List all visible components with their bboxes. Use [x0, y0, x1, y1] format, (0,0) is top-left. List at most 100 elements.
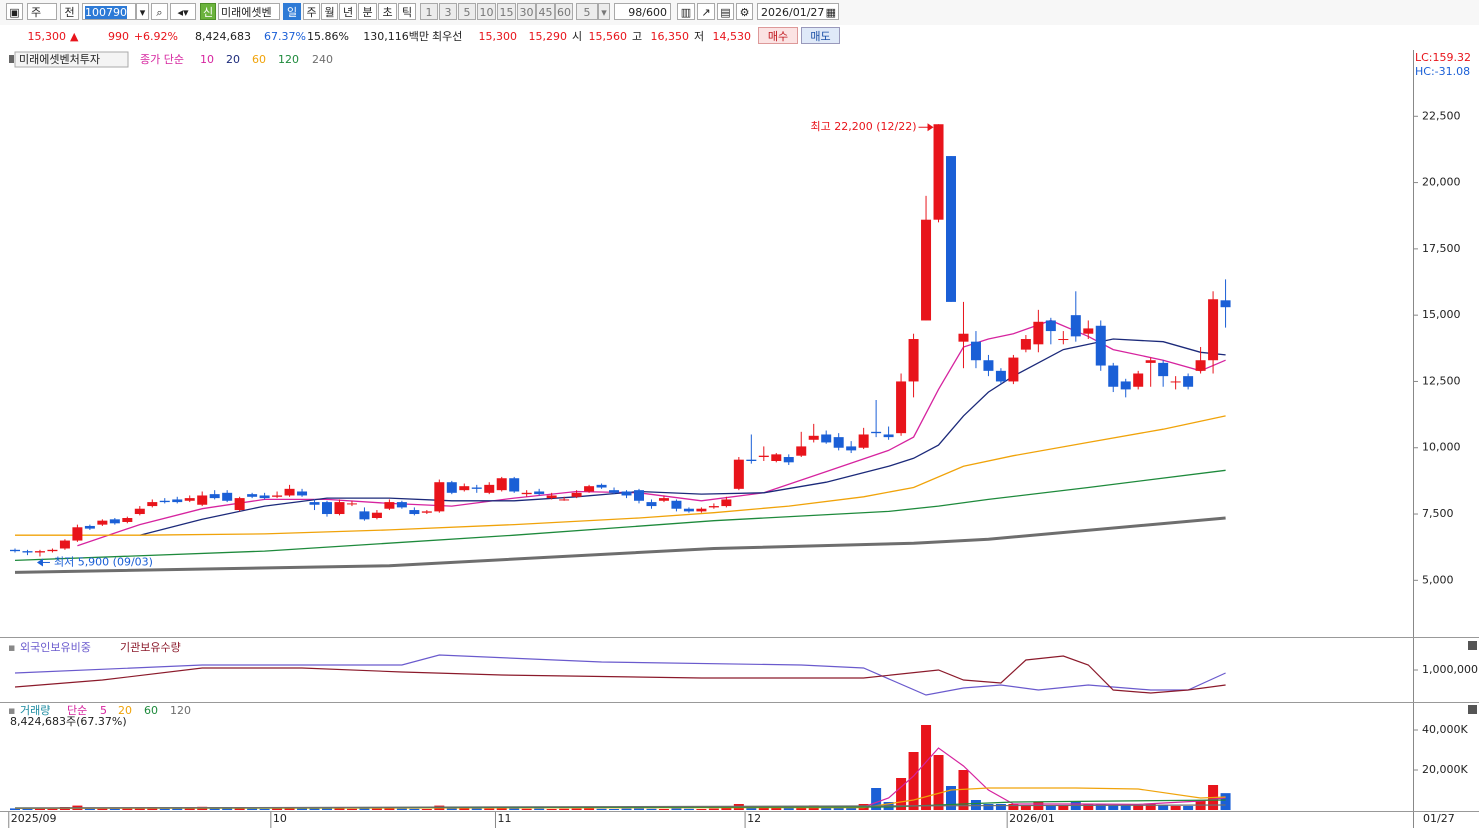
candle-body — [1133, 373, 1144, 387]
candle-body — [559, 499, 570, 501]
period-button[interactable]: 월 — [321, 3, 338, 20]
volume-ratio: 67.37% — [264, 30, 306, 43]
candle-body — [484, 484, 495, 493]
period-button[interactable]: 일 — [283, 3, 301, 20]
ma-line — [139, 338, 1226, 536]
candle-body — [1095, 325, 1106, 366]
tool-button[interactable]: ▤ — [717, 3, 734, 20]
candle-body — [1158, 362, 1169, 377]
minute-button[interactable]: 1 — [420, 3, 438, 20]
volume-bar — [84, 808, 95, 810]
panel-button[interactable] — [1468, 641, 1477, 650]
legend-entry: 5 — [100, 704, 107, 717]
count-input[interactable]: 98/600 — [614, 3, 671, 20]
minute-button[interactable]: 30 — [517, 3, 536, 20]
volume-bar — [546, 809, 557, 810]
volume-bar — [970, 800, 981, 810]
candle-body — [708, 506, 719, 508]
bid-price: 15,290 — [528, 30, 568, 43]
volume-bar — [172, 808, 183, 810]
candle-body — [771, 454, 782, 461]
volume-bar — [833, 807, 844, 810]
candle-body — [733, 459, 744, 489]
candle-body — [609, 490, 620, 493]
high-price: 16,350 — [650, 30, 690, 43]
volume-bar — [871, 788, 882, 810]
candle-body — [247, 494, 258, 497]
candle-body — [434, 482, 445, 512]
candle-body — [646, 502, 657, 507]
candle-body — [596, 484, 607, 488]
ma-line — [14, 804, 1226, 809]
minute-button[interactable]: 45 — [536, 3, 555, 20]
candle-body — [234, 498, 245, 511]
candle-body — [297, 491, 308, 496]
candle-body — [671, 500, 682, 509]
candle-body — [883, 434, 894, 438]
date-input[interactable]: 2026/01/27 ▦ — [757, 3, 839, 20]
candle-body — [896, 381, 907, 434]
sound-button[interactable]: ◂▾ — [170, 3, 196, 20]
x-tick-label: 12 — [747, 812, 761, 825]
candle-body — [409, 510, 420, 515]
prev-button[interactable]: 전 — [60, 3, 79, 20]
tool-button[interactable]: ↗ — [697, 3, 715, 20]
candle-body — [334, 502, 345, 515]
quote-bar: 15,300 ▲ 990 +6.92% 8,424,683 67.37% 15.… — [0, 25, 1479, 49]
volume-bar — [983, 804, 994, 810]
volume-bar — [1108, 805, 1119, 810]
unit-input[interactable]: 5 — [576, 3, 598, 20]
period-button[interactable]: 틱 — [398, 3, 416, 20]
market-select[interactable]: 주 — [27, 3, 57, 20]
minute-button[interactable]: 10 — [477, 3, 496, 20]
volume-bar — [896, 778, 907, 810]
buy-button[interactable]: 매수 — [758, 27, 798, 44]
sell-button[interactable]: 매도 — [801, 27, 840, 44]
code-dropdown[interactable]: ▾ — [136, 3, 149, 20]
candle-body — [1045, 320, 1056, 332]
minute-button[interactable]: 15 — [497, 3, 516, 20]
volume-bar — [783, 807, 794, 810]
candle-body — [346, 503, 357, 505]
candle-body — [621, 491, 632, 496]
stock-name: 미래에셋벤 — [218, 3, 280, 20]
search-button[interactable]: ⌕ — [151, 3, 168, 20]
minute-button[interactable]: 5 — [458, 3, 476, 20]
candle-body — [184, 498, 195, 501]
unit-dropdown[interactable]: ▾ — [598, 3, 610, 20]
tool-button[interactable]: ⚙ — [736, 3, 753, 20]
legend-entry: 120 — [278, 53, 299, 66]
y-tick-label: 22,500 — [1422, 109, 1461, 122]
minute-button[interactable]: 60 — [555, 3, 573, 20]
candle-body — [471, 487, 482, 489]
minute-button[interactable]: 3 — [439, 3, 457, 20]
legend-entry: 20 — [226, 53, 240, 66]
y-tick-label: 15,000 — [1422, 308, 1461, 321]
volume-bar — [459, 808, 470, 810]
volume-bar — [758, 807, 769, 810]
y-tick-label: 12,500 — [1422, 374, 1461, 387]
candle-body — [908, 339, 919, 382]
tool-button[interactable]: ▥ — [677, 3, 695, 20]
candle-body — [821, 434, 832, 443]
candle-body — [197, 495, 208, 505]
period-button[interactable]: 초 — [378, 3, 397, 20]
candle-body — [509, 478, 520, 492]
candle-body — [796, 446, 807, 456]
volume-bar — [621, 808, 632, 810]
period-button[interactable]: 분 — [358, 3, 377, 20]
menu-icon[interactable]: ▣ — [6, 3, 23, 20]
candle-body — [658, 498, 669, 501]
volume-bar — [34, 808, 45, 810]
current-date: 01/27 — [1423, 812, 1455, 825]
y-tick-label: 17,500 — [1422, 242, 1461, 255]
period-button[interactable]: 주 — [303, 3, 320, 20]
volume-bar — [1158, 805, 1169, 810]
code-text: 100790 — [85, 6, 127, 19]
panel-button[interactable] — [1468, 705, 1477, 714]
period-button[interactable]: 년 — [339, 3, 357, 20]
legend-entry: 240 — [312, 53, 333, 66]
code-input[interactable]: 100790 — [82, 3, 136, 20]
change: 990 — [108, 30, 129, 43]
